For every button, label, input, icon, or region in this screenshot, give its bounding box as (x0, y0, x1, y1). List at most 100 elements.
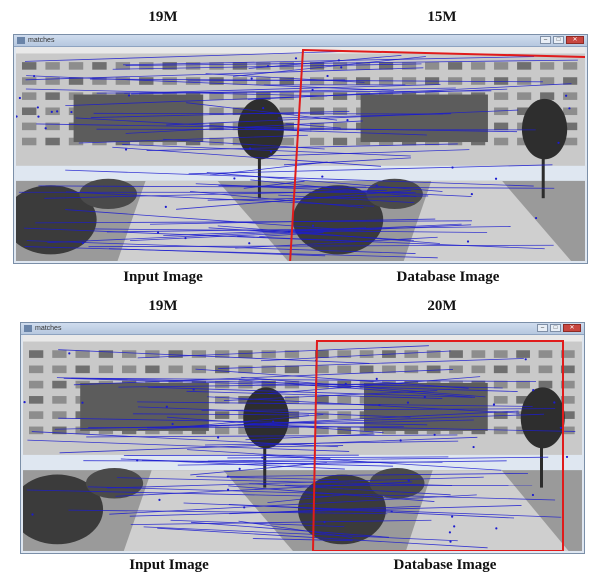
keypoint (127, 94, 131, 97)
close-button[interactable]: ✕ (566, 36, 584, 44)
match-line (187, 449, 331, 459)
building-window (232, 62, 248, 70)
building-window (538, 365, 553, 374)
building-window (279, 122, 294, 131)
building-window (426, 350, 441, 358)
match-line (58, 417, 428, 426)
tree-trunk (541, 144, 545, 199)
match-line (109, 248, 326, 257)
building-window (426, 365, 441, 374)
building-window (493, 411, 508, 419)
building-window (139, 62, 154, 70)
match-line (24, 51, 342, 62)
building-window (68, 77, 84, 85)
maximize-button[interactable]: □ (550, 324, 561, 332)
keypoint (124, 148, 128, 151)
minimize-button[interactable]: – (540, 36, 551, 44)
building-window (493, 396, 508, 404)
maximize-button[interactable]: □ (553, 36, 564, 44)
keypoint (233, 177, 236, 180)
hedge (23, 474, 104, 545)
keypoint (31, 513, 34, 516)
building-window (337, 365, 352, 374)
tree-trunk (257, 144, 261, 199)
keypoint (399, 439, 402, 442)
keypoint (565, 94, 568, 97)
match-line (44, 189, 387, 199)
database-size-label: 15M (427, 9, 457, 25)
building-window (215, 365, 230, 374)
match-window[interactable]: matches – □ ✕ (20, 322, 585, 554)
minimize-button[interactable]: – (537, 324, 548, 332)
building-window (139, 77, 154, 85)
keypoint (531, 493, 535, 497)
building-window (29, 396, 44, 404)
match-line (163, 227, 367, 237)
building-window (494, 77, 509, 85)
building-window (337, 350, 352, 358)
match-line (83, 460, 443, 463)
building-window (52, 396, 67, 404)
building-window (209, 107, 224, 116)
building-window (560, 380, 575, 389)
keypoint (226, 475, 229, 478)
building-window (404, 365, 419, 374)
match-line (65, 88, 508, 107)
window-titlebar[interactable]: matches – □ ✕ (14, 35, 587, 47)
match-line (73, 369, 453, 386)
paved-path (117, 180, 288, 261)
match-line (90, 110, 350, 118)
match-line (56, 377, 503, 389)
building-window (449, 350, 463, 358)
building-window (516, 396, 530, 404)
keypoint (50, 110, 53, 113)
paved-path (405, 470, 569, 551)
building-window (215, 426, 230, 435)
building-window (75, 350, 90, 358)
building-window (560, 411, 575, 419)
building-window (256, 77, 271, 85)
building-window (52, 380, 67, 389)
input-image-caption: Input Image (129, 557, 209, 573)
building-window (310, 137, 325, 146)
building-window (471, 62, 486, 70)
tree-trunk (540, 433, 543, 488)
keypoint (494, 177, 498, 180)
keypoint (346, 119, 349, 122)
match-line (24, 246, 438, 259)
keypoint (390, 510, 393, 513)
match-line (26, 489, 328, 497)
keypoint (44, 127, 47, 130)
match-line (244, 128, 427, 136)
match-line (143, 526, 458, 542)
keypoint (337, 59, 341, 62)
match-line (63, 377, 518, 392)
keypoint (70, 110, 73, 114)
window-titlebar[interactable]: matches – □ ✕ (21, 323, 584, 335)
building-window (92, 77, 107, 85)
building-window (560, 350, 575, 358)
building-window (494, 122, 509, 131)
building-window (29, 411, 44, 419)
match-line (188, 164, 553, 175)
close-button[interactable]: ✕ (563, 324, 581, 332)
match-window[interactable]: matches – □ ✕ (13, 34, 588, 264)
building-window (315, 396, 329, 404)
match-line (122, 144, 411, 157)
keypoint (557, 141, 560, 144)
keypoint (81, 241, 85, 245)
match-line (177, 460, 507, 466)
match-line (26, 240, 416, 254)
match-line (201, 408, 556, 411)
building-window (563, 62, 578, 70)
input-size-label: 19M (148, 9, 178, 25)
building-window (337, 426, 352, 435)
building-window (493, 365, 508, 374)
window-title: matches (28, 37, 55, 44)
building-window (215, 380, 230, 389)
keypoint (37, 115, 40, 118)
match-line (227, 456, 449, 459)
building-window (162, 62, 177, 70)
building-window (310, 107, 325, 116)
building-window (315, 411, 329, 419)
